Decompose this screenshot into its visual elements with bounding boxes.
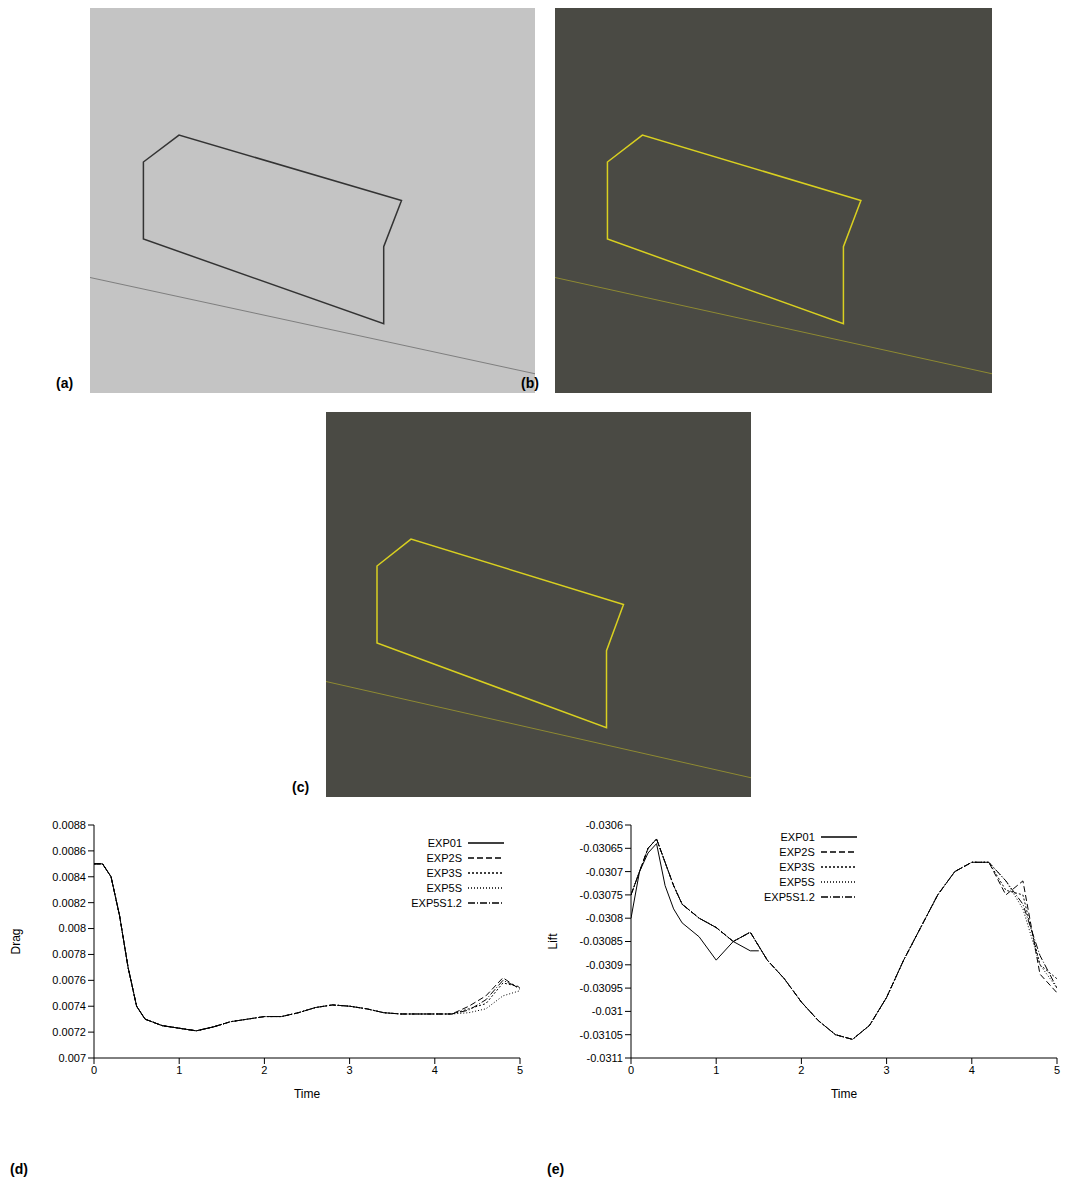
svg-text:-0.0311: -0.0311 (587, 1052, 624, 1064)
svg-text:2: 2 (798, 1064, 804, 1076)
html-text:(c): (c) (292, 779, 310, 795)
svg-text:0.0088: 0.0088 (52, 819, 86, 831)
svg-text:4: 4 (969, 1064, 975, 1076)
html-text:EXP5S1.2: EXP5S1.2 (411, 896, 462, 909)
html-text:EXP3S: EXP3S (779, 860, 815, 873)
html-text:(b): (b) (521, 375, 539, 391)
svg-text:Time: Time (294, 1087, 321, 1101)
svg-text:0: 0 (628, 1064, 634, 1076)
svg-text:0.0074: 0.0074 (52, 1000, 86, 1012)
svg-text:2: 2 (261, 1064, 267, 1076)
html-text:(a): (a) (56, 375, 74, 391)
html-text:EXP01: EXP01 (427, 836, 462, 849)
svg-text:4: 4 (432, 1064, 438, 1076)
svg-text:3: 3 (884, 1064, 890, 1076)
html-text:EXP3S: EXP3S (426, 866, 462, 879)
svg-text:Time: Time (831, 1087, 858, 1101)
svg-text:0.0072: 0.0072 (52, 1026, 86, 1038)
svg-text:-0.031: -0.031 (592, 1005, 623, 1017)
svg-text:0: 0 (91, 1064, 97, 1076)
svg-text:1: 1 (176, 1064, 182, 1076)
svg-text:0.007: 0.007 (58, 1052, 86, 1064)
html-text:EXP5S1.2: EXP5S1.2 (764, 890, 815, 903)
html-text:EXP5S: EXP5S (426, 881, 462, 894)
svg-text:5: 5 (517, 1064, 523, 1076)
svg-text:-0.03075: -0.03075 (580, 889, 623, 901)
svg-text:Drag: Drag (9, 928, 23, 954)
svg-text:0.0078: 0.0078 (52, 948, 86, 960)
svg-text:-0.0308: -0.0308 (586, 912, 623, 924)
svg-text:0.0082: 0.0082 (52, 897, 86, 909)
svg-text:3: 3 (347, 1064, 353, 1076)
svg-text:0.0076: 0.0076 (52, 974, 86, 986)
svg-text:-0.0306: -0.0306 (586, 819, 623, 831)
svg-text:-0.0309: -0.0309 (586, 959, 623, 971)
svg-text:-0.03065: -0.03065 (580, 842, 623, 854)
svg-text:-0.0307: -0.0307 (586, 866, 623, 878)
svg-text:-0.03105: -0.03105 (580, 1029, 623, 1041)
html-text:EXP01: EXP01 (780, 830, 815, 843)
html-text:(d): (d) (10, 1161, 28, 1177)
html-text:EXP2S: EXP2S (779, 845, 815, 858)
svg-text:-0.03095: -0.03095 (580, 982, 623, 994)
svg-text:0.008: 0.008 (58, 922, 86, 934)
html-text:(e): (e) (547, 1161, 565, 1177)
svg-text:1: 1 (713, 1064, 719, 1076)
svg-text:0.0086: 0.0086 (52, 845, 86, 857)
html-text:EXP2S: EXP2S (426, 851, 462, 864)
svg-text:5: 5 (1054, 1064, 1060, 1076)
svg-text:-0.03085: -0.03085 (580, 935, 623, 947)
svg-text:Lift: Lift (546, 933, 560, 950)
html-text:EXP5S: EXP5S (779, 875, 815, 888)
svg-text:0.0084: 0.0084 (52, 871, 86, 883)
